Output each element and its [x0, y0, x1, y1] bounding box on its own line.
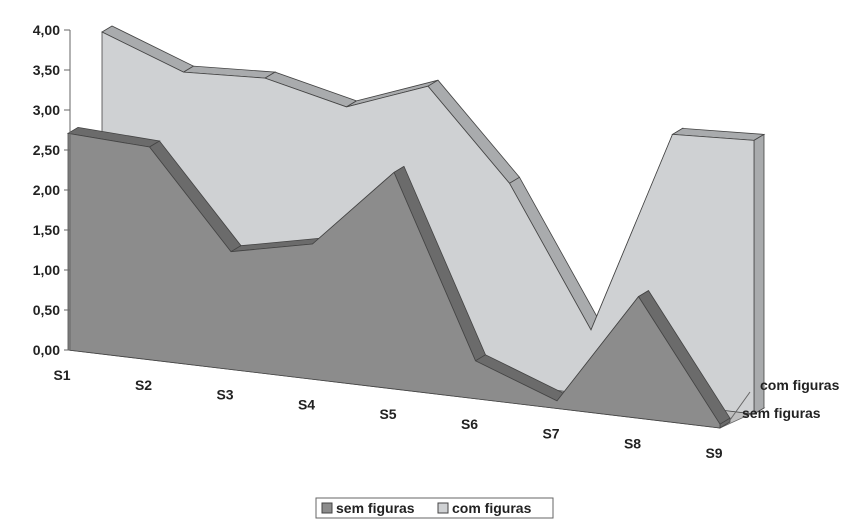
axes [64, 29, 751, 421]
y-tick-label: 3,00 [33, 102, 60, 118]
y-tick-label: 1,00 [33, 262, 60, 278]
y-tick-label: 0,00 [33, 342, 60, 358]
x-tick-label: S7 [542, 426, 559, 442]
x-tick-label: S4 [298, 396, 315, 412]
legend-label-sem-figuras: sem figuras [336, 500, 415, 516]
y-tick-label: 0,50 [33, 302, 60, 318]
x-tick-label: S6 [461, 416, 478, 432]
sem-figuras-layer [66, 126, 731, 429]
legend-swatch-sem-figuras [321, 502, 333, 514]
y-tick-label: 2,00 [33, 182, 60, 198]
legend-box [315, 497, 554, 519]
depth-axis-line [729, 391, 751, 421]
y-tick-label: 2,50 [33, 142, 60, 158]
legend: sem figuras com figuras [315, 497, 554, 519]
depth-label-com-figuras: com figuras [760, 377, 840, 393]
y-tick-label: 1,50 [33, 222, 60, 238]
x-tick-label: S9 [705, 445, 722, 461]
com-figuras-side-wall [753, 133, 765, 415]
labels: 0,00 0,50 1,00 1,50 2,00 2,50 3,00 3,50 4,00 S1 S2… [33, 22, 840, 461]
x-tick-label: S5 [379, 406, 396, 422]
x-tick-label: S2 [135, 377, 152, 393]
y-tick-label: 4,00 [33, 22, 60, 38]
x-tick-label: S8 [624, 435, 641, 451]
legend-label-com-figuras: com figuras [452, 500, 532, 516]
x-tick-label: S1 [53, 367, 70, 383]
sem-figuras-front-face [67, 132, 721, 429]
depth-label-sem-figuras: sem figuras [742, 405, 821, 421]
legend-swatch-com-figuras [437, 502, 449, 514]
y-tick-label: 3,50 [33, 62, 60, 78]
x-tick-label: S3 [216, 387, 233, 403]
